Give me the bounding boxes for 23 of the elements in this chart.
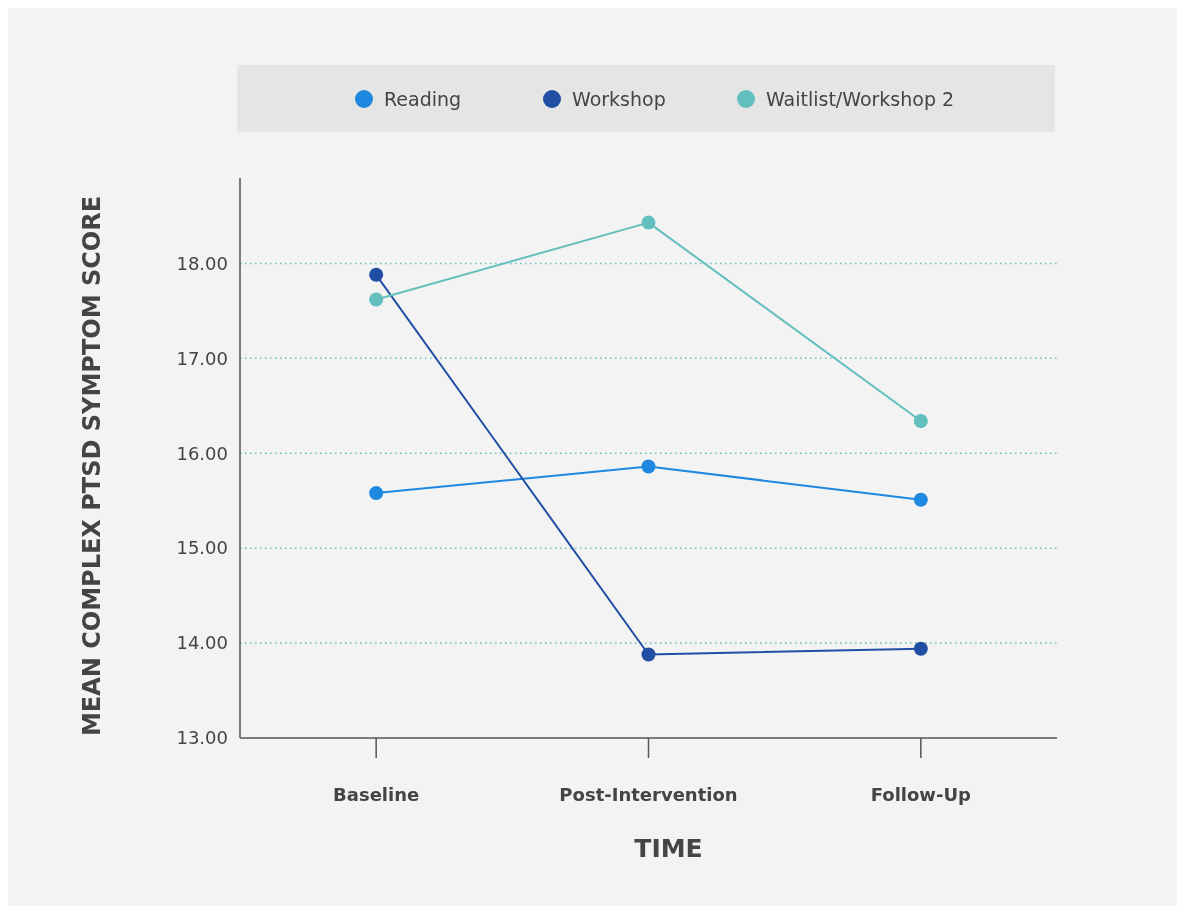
x-tick-label: Follow-Up <box>870 784 972 806</box>
y-tick-label: 13.00 <box>176 727 228 749</box>
legend-label: Reading <box>384 87 462 110</box>
y-tick-label: 16.00 <box>176 442 228 464</box>
point <box>913 492 928 507</box>
point <box>369 267 384 282</box>
point <box>913 641 928 656</box>
y-tick-label: 18.00 <box>176 252 228 274</box>
point <box>641 647 656 662</box>
point <box>369 486 384 501</box>
point <box>913 413 928 428</box>
point <box>369 292 384 307</box>
y-tick-label: 14.00 <box>176 632 228 654</box>
y-tick-label: 15.00 <box>176 537 228 559</box>
x-axis-title: TIME <box>634 833 703 863</box>
legend-label: Workshop <box>572 87 666 110</box>
legend-label: Waitlist/Workshop 2 <box>766 87 955 110</box>
y-tick-label: 17.00 <box>176 347 228 369</box>
x-tick-label: Post-Intervention <box>559 784 738 806</box>
y-axis-title: MEAN COMPLEX PTSD SYMPTOM SCORE <box>78 195 107 737</box>
x-tick-label: Baseline <box>333 784 420 806</box>
point <box>641 215 656 230</box>
point <box>641 459 656 474</box>
